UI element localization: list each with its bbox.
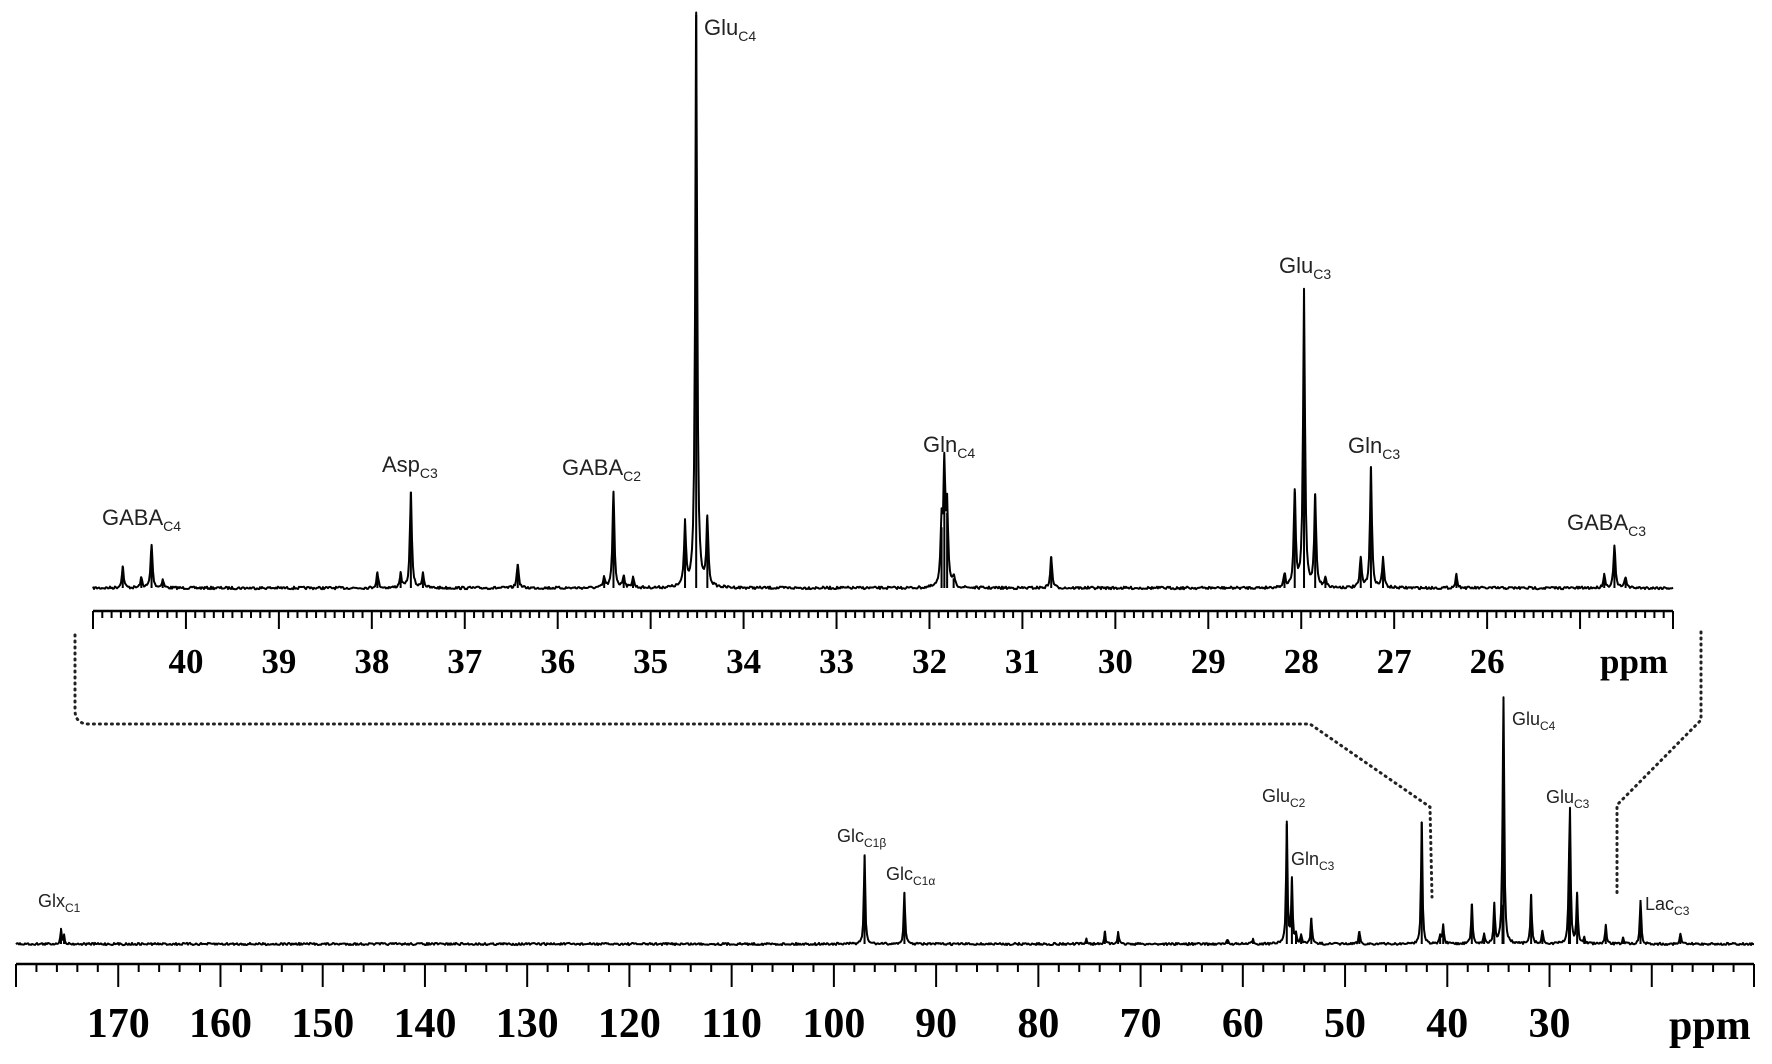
x-tick-label: 150: [291, 1001, 354, 1047]
peak-label-subscript: C4: [163, 518, 181, 534]
peak-label-subscript: C3: [1674, 904, 1690, 918]
peak-label-name: Gln: [1348, 433, 1382, 458]
peak-label: GluC4: [1512, 709, 1556, 733]
peak-label-name: Asp: [382, 452, 420, 477]
peak-label-name: Glc: [886, 864, 913, 884]
x-tick-label: 29: [1191, 642, 1226, 681]
peak-label: GlcC1β: [837, 826, 886, 850]
peak-label-subscript: C3: [1628, 523, 1646, 539]
peak-label-subscript: C2: [623, 468, 641, 484]
peak-label-subscript: C4: [1540, 719, 1556, 733]
peak-label: GluC4: [704, 15, 756, 44]
peak-label: GlcC1α: [886, 864, 935, 888]
x-tick-label: 31: [1005, 642, 1040, 681]
x-tick-label: 30: [1098, 642, 1133, 681]
x-tick-label: 70: [1120, 1001, 1162, 1047]
peak-label-name: Glu: [1262, 786, 1290, 806]
peak-label-name: Gln: [1291, 849, 1319, 869]
peak-label: GABAC3: [1567, 510, 1646, 539]
peak-label: GABAC2: [562, 455, 641, 484]
x-tick-label: 160: [189, 1001, 252, 1047]
peak-label-subscript: C4: [957, 445, 975, 461]
spectrum-trace: [15, 696, 1754, 947]
x-tick-label: 80: [1017, 1001, 1059, 1047]
peak-label: AspC3: [382, 452, 438, 481]
x-tick-label: 33: [819, 642, 854, 681]
peak-label: GlnC4: [923, 432, 975, 461]
x-tick-label: 37: [447, 642, 482, 681]
x-tick-label: 50: [1324, 1001, 1366, 1047]
peak-label-subscript: C3: [1319, 859, 1335, 873]
spectrum-trace: [92, 11, 1674, 591]
peak-label-name: GABA: [102, 505, 163, 530]
peak-label-name: GABA: [1567, 510, 1628, 535]
peak-label-name: Glx: [38, 891, 65, 911]
x-tick-label: 130: [496, 1001, 559, 1047]
x-tick-label: 28: [1284, 642, 1319, 681]
peak-label: GluC3: [1279, 253, 1331, 282]
x-tick-label: 36: [540, 642, 575, 681]
peak-label: GlnC3: [1291, 849, 1335, 873]
peak-label-subscript: C3: [1382, 446, 1400, 462]
x-tick-label: 60: [1222, 1001, 1264, 1047]
x-axis-label: ppm: [1600, 642, 1668, 681]
peak-label-name: Glu: [1512, 709, 1540, 729]
peak-label-name: Glu: [704, 15, 738, 40]
connector-right-dotted: [1615, 630, 1703, 899]
x-tick-label: 120: [598, 1001, 661, 1047]
zoom-region-connector: [73, 630, 1703, 899]
x-tick-label: 34: [726, 642, 761, 681]
peak-label: GluC3: [1546, 787, 1590, 811]
x-axis-label: ppm: [1669, 1003, 1751, 1049]
peak-label-subscript: C3: [1574, 797, 1590, 811]
x-tick-label: 110: [701, 1001, 762, 1047]
expanded-spectrum-panel: 40 39 38 37 36 35 34 33 32 31 30 29 28 27 26 ppmGABAC4A…: [92, 11, 1674, 681]
peak-label-subscript: C3: [1313, 266, 1331, 282]
x-tick-label: 35: [633, 642, 668, 681]
peak-label-name: Glu: [1546, 787, 1574, 807]
peak-label-name: Glu: [1279, 253, 1313, 278]
peak-label-name: Glc: [837, 826, 864, 846]
x-tick-label: 170: [87, 1001, 150, 1047]
peak-label-subscript: C1β: [864, 836, 886, 850]
peak-label: GluC2: [1262, 786, 1306, 810]
x-tick-label: 40: [168, 642, 203, 681]
x-tick-label: 38: [354, 642, 389, 681]
peak-label: LacC3: [1645, 894, 1690, 918]
peak-label-name: Lac: [1645, 894, 1674, 914]
x-tick-label: 140: [393, 1001, 456, 1047]
peak-label-name: GABA: [562, 455, 623, 480]
peak-label: GABAC4: [102, 505, 181, 534]
peak-label-subscript: C2: [1290, 796, 1306, 810]
peak-label-subscript: C3: [420, 465, 438, 481]
x-tick-label: 40: [1426, 1001, 1468, 1047]
connector-left-dotted: [73, 633, 1434, 899]
peak-label-name: Gln: [923, 432, 957, 457]
peak-label-subscript: C1α: [913, 874, 935, 888]
x-tick-label: 27: [1377, 642, 1412, 681]
x-tick-label: 26: [1470, 642, 1505, 681]
peak-label-subscript: C4: [738, 28, 756, 44]
full-spectrum-panel: 170 160 150 140 130 120 110 100 90 80 70 60 50 40 30 pp…: [15, 696, 1755, 1049]
x-tick-label: 90: [915, 1001, 957, 1047]
peak-label-subscript: C1: [65, 901, 81, 915]
peak-label: GlxC1: [38, 891, 81, 915]
x-tick-label: 100: [802, 1001, 865, 1047]
peak-label: GlnC3: [1348, 433, 1400, 462]
x-tick-label: 32: [912, 642, 947, 681]
x-tick-label: 30: [1529, 1001, 1571, 1047]
x-tick-label: 39: [261, 642, 296, 681]
